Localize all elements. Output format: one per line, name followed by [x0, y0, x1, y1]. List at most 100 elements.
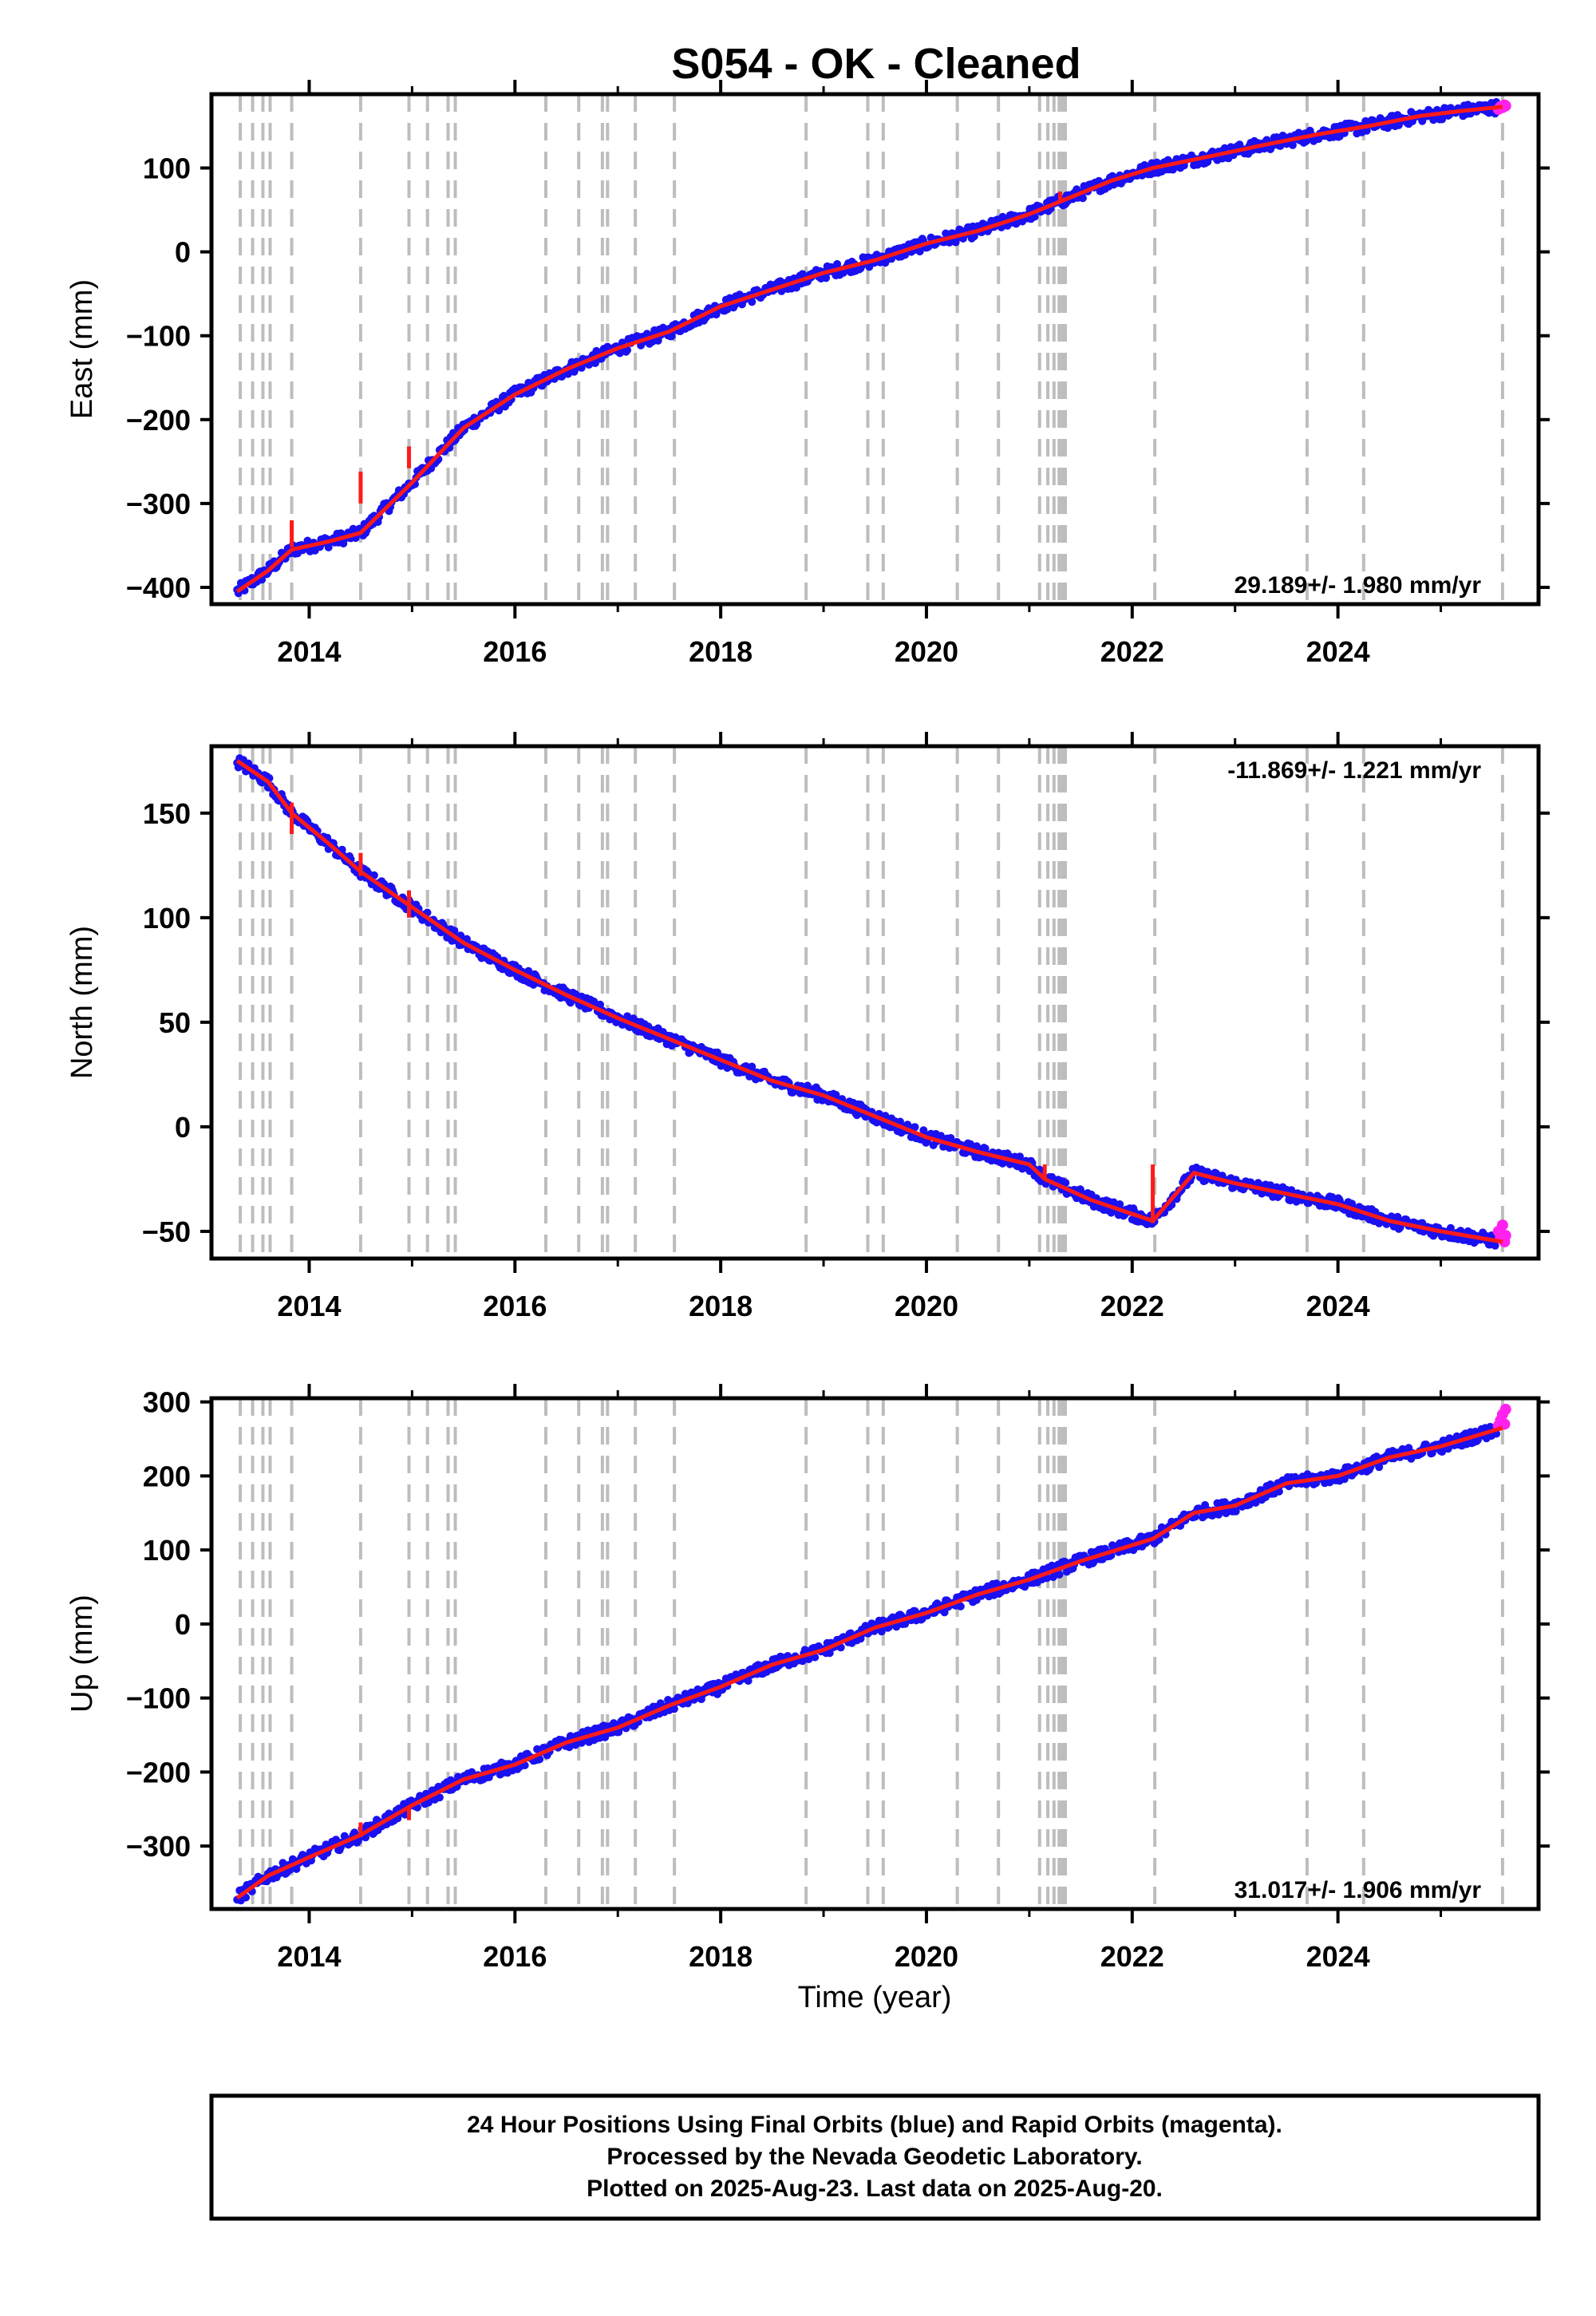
x-tick-label: 2022 — [1100, 635, 1164, 668]
final-orbit-point — [811, 1653, 820, 1662]
rapid-orbit-point — [1496, 1219, 1508, 1231]
x-tick-label: 2014 — [277, 635, 341, 668]
y-tick-label: −400 — [126, 571, 191, 604]
model-fit-line — [235, 105, 1503, 594]
final-orbit-point — [1294, 128, 1303, 137]
y-tick-label: 0 — [175, 1608, 191, 1641]
y-tick-label: −50 — [142, 1215, 191, 1248]
final-orbit-point — [565, 1743, 574, 1752]
x-tick-label: 2020 — [895, 1940, 958, 1973]
final-orbit-point — [435, 1793, 444, 1802]
footer-frame — [209, 2093, 1541, 2221]
final-orbit-point — [961, 1148, 970, 1157]
final-orbit-point — [670, 1705, 678, 1713]
y-tick-label: 100 — [143, 1534, 191, 1567]
x-tick-label: 2016 — [483, 635, 547, 668]
final-orbit-point — [1168, 165, 1177, 174]
x-tick-label: 2020 — [895, 1290, 958, 1322]
north-panel: −50 0 50 100 150 2014 2016 2018 2020 2022 2024 Nort… — [65, 732, 1550, 1322]
y-tick-label: 300 — [143, 1386, 191, 1419]
model-fit-line — [235, 759, 1503, 1244]
final-orbit-point — [535, 1755, 544, 1764]
final-orbit-point — [292, 1864, 301, 1873]
x-tick-label: 2016 — [483, 1940, 547, 1973]
y-tick-label: −200 — [126, 404, 191, 437]
y-tick-label: −100 — [126, 320, 191, 353]
final-orbit-point — [1078, 194, 1087, 203]
final-orbit-point — [1266, 1480, 1274, 1488]
final-orbit-point — [833, 259, 842, 268]
final-orbit-points — [233, 97, 1501, 598]
final-orbit-point — [463, 935, 471, 943]
y-tick-label: 200 — [143, 1460, 191, 1492]
final-orbit-point — [623, 346, 632, 354]
final-orbit-point — [667, 332, 676, 341]
rapid-orbit-point — [1499, 100, 1511, 112]
final-orbit-point — [1016, 1152, 1024, 1161]
y-axis-label: North (mm) — [65, 926, 99, 1079]
x-axis-label: Time (year) — [798, 1981, 952, 2014]
x-tick-label: 2018 — [689, 1290, 753, 1322]
y-tick-label: −100 — [126, 1682, 191, 1715]
final-orbit-point — [1438, 115, 1447, 124]
y-tick-label: 150 — [143, 797, 191, 830]
final-orbit-point — [1491, 1241, 1499, 1250]
velocity-rate-label: 29.189+/- 1.980 mm/yr — [1235, 572, 1482, 599]
model-fit-line — [235, 1425, 1503, 1900]
x-tick-label: 2022 — [1100, 1940, 1164, 1973]
x-tick-label: 2024 — [1306, 1940, 1370, 1973]
final-orbit-point — [966, 1140, 975, 1148]
final-orbit-point — [1061, 1179, 1070, 1188]
final-orbit-point — [1220, 144, 1229, 152]
final-orbit-point — [339, 539, 348, 547]
plot-frame — [209, 1396, 1541, 1911]
final-orbit-point — [1302, 136, 1310, 145]
east-panel: −400 −300 −200 −100 0 100 2014 2016 2018 2020 2022… — [65, 80, 1550, 668]
final-orbit-point — [804, 1655, 813, 1663]
velocity-rate-label: 31.017+/- 1.906 mm/yr — [1235, 1877, 1482, 1903]
final-orbit-point — [748, 298, 757, 306]
final-orbit-point — [822, 274, 831, 283]
y-axis-label: Up (mm) — [65, 1595, 99, 1713]
footer-box: 24 Hour Positions Using Final Orbits (bl… — [209, 2093, 1541, 2221]
y-tick-label: 100 — [143, 152, 191, 184]
plot-frame — [209, 92, 1541, 607]
x-tick-label: 2022 — [1100, 1290, 1164, 1322]
x-tick-label: 2018 — [689, 1940, 753, 1973]
final-orbit-point — [911, 1123, 919, 1132]
final-orbit-point — [1231, 1507, 1240, 1516]
y-tick-label: 50 — [159, 1006, 191, 1039]
final-orbit-point — [1446, 1223, 1455, 1232]
final-orbit-point — [596, 1000, 604, 1009]
final-orbit-point — [1055, 1571, 1064, 1579]
velocity-rate-label: -11.869+/- 1.221 mm/yr — [1227, 757, 1481, 784]
chart-title: S054 - OK - Cleaned — [671, 40, 1080, 88]
final-orbit-point — [956, 1602, 965, 1611]
final-orbit-point — [940, 1608, 949, 1617]
y-tick-label: −300 — [126, 488, 191, 520]
x-tick-label: 2020 — [895, 635, 958, 668]
footer-line-3: Plotted on 2025-Aug-23. Last data on 202… — [587, 2176, 1163, 2202]
footer-line-1: 24 Hour Positions Using Final Orbits (bl… — [467, 2112, 1282, 2138]
final-orbit-point — [303, 536, 312, 545]
rapid-orbit-point — [1499, 1403, 1511, 1415]
final-orbit-point — [744, 1677, 753, 1686]
rapid-orbit-point — [1499, 1230, 1511, 1242]
x-tick-label: 2018 — [689, 635, 753, 668]
final-orbit-points — [233, 754, 1501, 1250]
final-orbit-point — [892, 1622, 901, 1631]
y-tick-label: 0 — [175, 1111, 191, 1144]
y-tick-label: 0 — [175, 236, 191, 269]
final-orbit-point — [915, 247, 924, 256]
x-tick-label: 2024 — [1306, 635, 1370, 668]
x-tick-label: 2014 — [277, 1290, 341, 1322]
final-orbit-point — [877, 1627, 886, 1636]
x-tick-label: 2016 — [483, 1290, 547, 1322]
final-orbit-point — [524, 966, 533, 975]
y-tick-label: 100 — [143, 902, 191, 935]
final-orbit-point — [1288, 140, 1297, 149]
x-tick-label: 2024 — [1306, 1290, 1370, 1322]
plot-frame — [209, 744, 1541, 1261]
final-orbit-point — [1251, 1499, 1260, 1507]
